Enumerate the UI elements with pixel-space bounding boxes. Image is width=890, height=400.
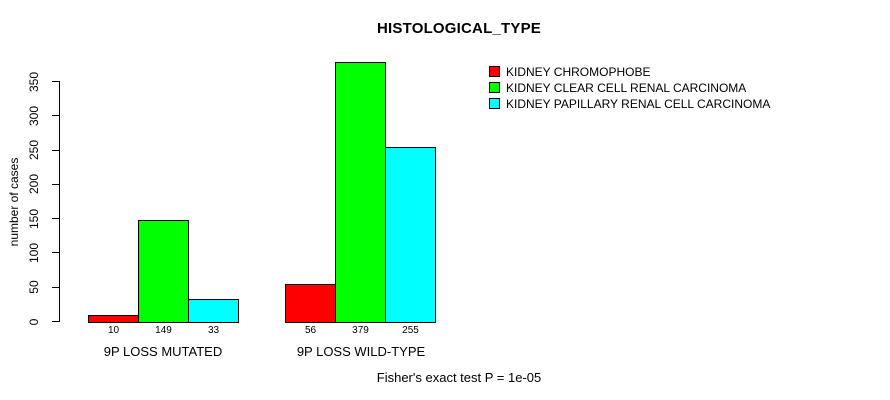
legend-item: KIDNEY PAPILLARY RENAL CELL CARCINOMA [489,96,771,111]
legend-label: KIDNEY CLEAR CELL RENAL CARCINOMA [506,80,747,95]
legend-swatch [489,82,500,93]
bar-value-label: 149 [155,325,172,336]
bar-value-label: 10 [107,325,120,336]
y-axis-tick-label: 350 [27,71,41,92]
caption-fishers-test: Fisher's exact test P = 1e-05 [376,370,542,385]
bar [138,220,189,323]
bar [385,147,436,323]
legend-label: KIDNEY PAPILLARY RENAL CELL CARCINOMA [506,96,771,111]
y-axis-line [59,81,60,322]
y-axis-tick [52,218,60,220]
bar [188,299,239,323]
y-axis-tick [52,149,60,151]
bar [285,284,336,323]
bar-value-label: 33 [207,325,220,336]
bar-value-label: 379 [352,325,369,336]
legend-swatch [489,98,500,109]
chart-title: HISTOLOGICAL_TYPE [377,20,541,37]
y-axis-tick [52,286,60,288]
bar [88,315,139,323]
bar-value-label: 56 [304,325,317,336]
y-axis-tick [52,321,60,322]
y-axis-tick [52,81,60,82]
group-label: 9P LOSS WILD-TYPE [296,344,426,359]
bar [335,62,386,323]
legend-swatch [489,66,500,77]
legend-item: KIDNEY CHROMOPHOBE [489,64,651,79]
group-label: 9P LOSS MUTATED [103,344,223,359]
y-axis-tick [52,115,60,117]
y-axis-label: number of cases [7,157,21,247]
y-axis-tick [52,252,60,254]
bar-value-label: 255 [402,325,419,336]
y-axis-tick [52,183,60,185]
legend-label: KIDNEY CHROMOPHOBE [506,64,651,79]
legend-item: KIDNEY CLEAR CELL RENAL CARCINOMA [489,80,747,95]
